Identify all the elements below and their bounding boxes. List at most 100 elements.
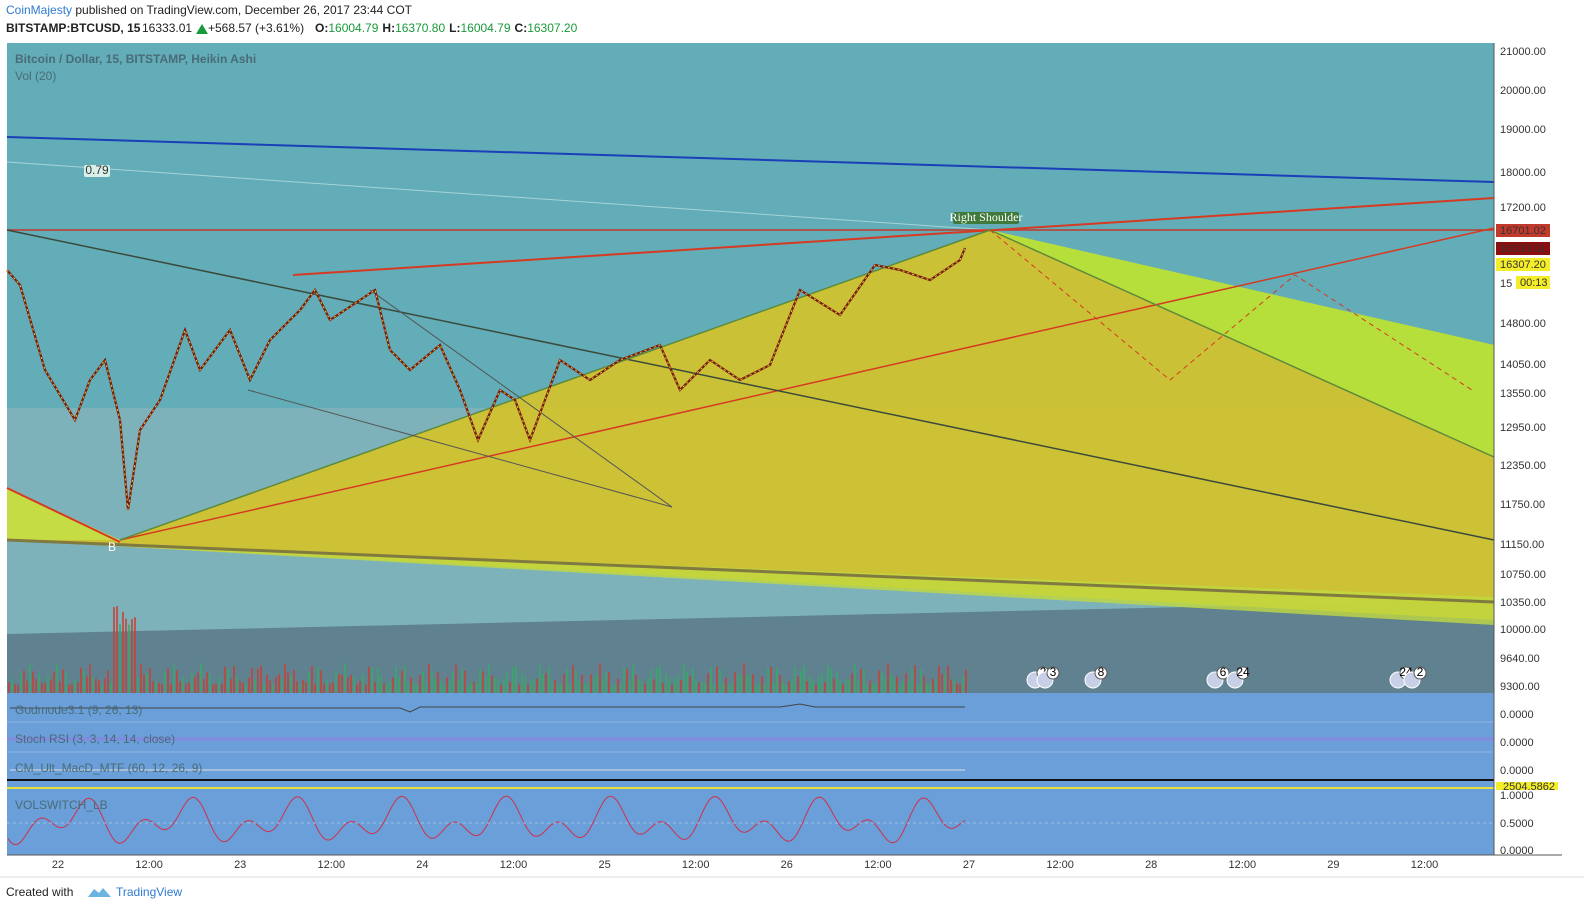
volume-bar [131, 619, 133, 693]
price-label: 14050.00 [1500, 359, 1546, 371]
volume-bar [500, 684, 502, 693]
volume-bar [431, 670, 433, 693]
volume-bar [227, 668, 229, 693]
time-label: 12:00 [318, 859, 346, 871]
price-label: 19000.00 [1500, 124, 1546, 136]
volume-bar [248, 677, 250, 693]
level-tag: 16701.02 [1500, 225, 1546, 237]
volume-bar [86, 676, 88, 693]
volume-bar [737, 674, 739, 693]
event-badge [1216, 666, 1230, 680]
volume-bar [149, 668, 151, 693]
leg-line [6, 487, 121, 543]
base-line [6, 538, 1495, 604]
volume-bar [848, 680, 850, 693]
volume-bar [593, 677, 595, 693]
volume-bar [590, 674, 592, 693]
volume-bar [623, 668, 625, 693]
volume-bar [425, 681, 427, 693]
volume-bar [761, 676, 763, 693]
volume-bar [233, 665, 235, 693]
volume-bar [314, 683, 316, 693]
volume-bar [947, 665, 949, 693]
volume-bar [806, 681, 808, 693]
time-label: 27 [963, 859, 975, 871]
volume-bar [683, 664, 685, 693]
volume-bar [110, 682, 112, 693]
volume-bar [32, 671, 34, 693]
volume-bar [317, 666, 319, 693]
price-path-highlight [6, 247, 966, 511]
volume-bar [695, 680, 697, 693]
volume-bar [350, 675, 352, 693]
c-label: C: [515, 21, 528, 35]
volume-bar [965, 669, 967, 693]
volume-bar [338, 674, 340, 693]
volume-bar [854, 664, 856, 693]
volume-bar [515, 665, 517, 693]
volume-bar [746, 676, 748, 693]
indicator-axis: 0.0000 [1500, 765, 1534, 777]
volume-bar [125, 618, 127, 693]
volume-bar [221, 683, 223, 693]
volume-bar [809, 676, 811, 693]
close-tag: 16307.20 [1500, 259, 1546, 271]
volume-bar [374, 681, 376, 693]
brand-logo [88, 888, 111, 897]
volume-bar [281, 679, 283, 693]
volume-bar [770, 666, 772, 693]
brand[interactable]: TradingView [116, 885, 182, 899]
volume-bar [203, 679, 205, 693]
volume-bar [305, 682, 307, 693]
point-b: B [108, 540, 116, 554]
volume-bar [536, 678, 538, 693]
volume-bar [491, 675, 493, 693]
time-label: 12:00 [1229, 859, 1257, 871]
volume-bar [872, 683, 874, 693]
volume-bar [422, 671, 424, 693]
volume-bar [47, 675, 49, 693]
volume-bar [647, 678, 649, 693]
volume-bar [242, 683, 244, 693]
volume-bar [368, 666, 370, 693]
volume-bar [755, 683, 757, 693]
volume-bar [455, 664, 457, 693]
indicator-name: CM_Ult_MacD_MTF (60, 12, 26, 9) [15, 761, 202, 775]
volume-bar [182, 676, 184, 693]
volume-bar [443, 684, 445, 693]
event-count: 8 [1098, 665, 1105, 679]
volume-bar [155, 681, 157, 693]
volume-bar [797, 676, 799, 693]
volume-bar [257, 668, 259, 693]
volume-bar [881, 671, 883, 693]
indicator-panes [7, 693, 1494, 855]
volume-bar [185, 684, 187, 693]
time-label: 25 [598, 859, 610, 871]
volume-bar [602, 678, 604, 693]
volume-bar [470, 682, 472, 693]
volume-bar [962, 675, 964, 693]
volume-bar [146, 673, 148, 693]
volume-bar [206, 672, 208, 693]
volume-bar [80, 667, 82, 693]
time-label: 12:00 [1411, 859, 1439, 871]
volume-bar [188, 682, 190, 693]
price-label: 12350.00 [1500, 460, 1546, 472]
volume-bar [734, 672, 736, 693]
volume-bar [572, 664, 574, 693]
fork-line [247, 389, 673, 508]
volume-bar [893, 677, 895, 693]
volume-bar [341, 674, 343, 693]
volume-bar [776, 667, 778, 693]
volume-bar [95, 678, 97, 693]
author[interactable]: CoinMajesty [6, 3, 72, 17]
volume-bar [278, 674, 280, 693]
volume-bar [680, 680, 682, 693]
volume-bar [137, 677, 139, 693]
volume-bar [923, 675, 925, 693]
neck-line [119, 227, 1495, 541]
volume-bar [710, 666, 712, 693]
volume-bar [380, 676, 382, 693]
volume-bar [293, 669, 295, 693]
volume-bar [260, 665, 262, 693]
